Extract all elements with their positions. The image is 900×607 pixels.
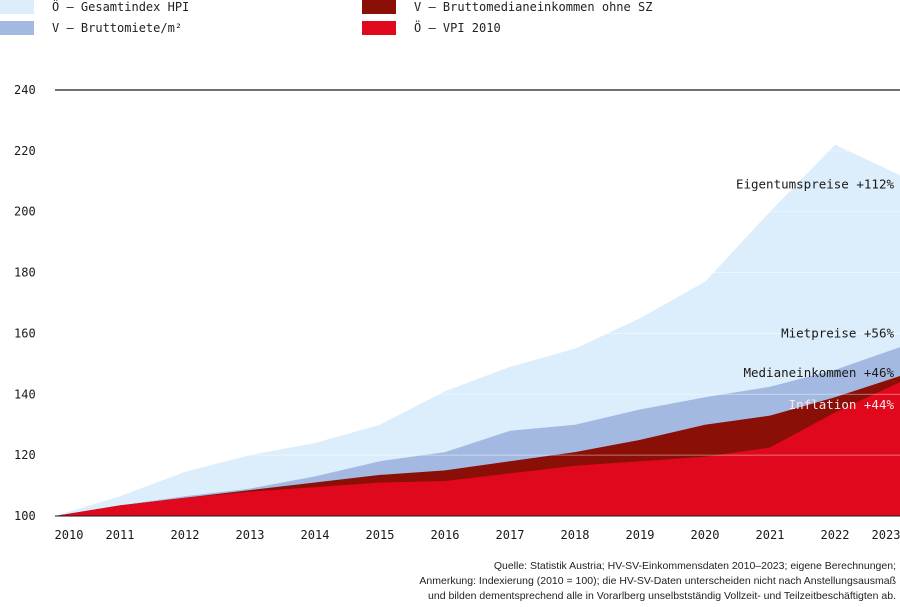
x-tick-label: 2010 [55,528,84,542]
x-tick-label: 2012 [171,528,200,542]
annotation-label: Eigentumspreise +112% [736,176,895,191]
legend-item-rent: V – Bruttomiete/m² [0,21,182,35]
legend-label-hpi: Ö – Gesamtindex HPI [52,0,190,14]
source-line: Quelle: Statistik Austria; HV-SV-Einkomm… [493,560,896,572]
legend-swatch-hpi [0,0,34,14]
note-line-2: und bilden dementsprechend alle in Vorar… [428,590,896,602]
legend-item-vpi: Ö – VPI 2010 [362,21,501,35]
y-tick-label: 120 [14,448,36,462]
note-line-1: Anmerkung: Indexierung (2010 = 100); die… [419,575,896,587]
x-tick-label: 2023 [872,528,900,542]
x-tick-label: 2015 [366,528,395,542]
x-tick-label: 2018 [561,528,590,542]
legend-swatch-rent [0,21,34,35]
y-tick-label: 140 [14,387,36,401]
legend-label-income: V – Bruttomedianeinkommen ohne SZ [414,0,653,14]
x-tick-label: 2022 [821,528,850,542]
area-chart: 100 120 140 160 180 200 220 240 2010 2011 2012 2013… [14,83,900,542]
annotation-label: Inflation +44% [789,397,895,412]
y-tick-label: 200 [14,205,36,219]
y-tick-label: 180 [14,266,36,280]
y-tick-label: 100 [14,509,36,523]
x-tick-label: 2016 [431,528,460,542]
legend-swatch-vpi [362,21,396,35]
x-tick-label: 2013 [236,528,265,542]
x-tick-label: 2021 [756,528,785,542]
x-tick-label: 2019 [626,528,655,542]
x-tick-label: 2020 [691,528,720,542]
source-note: Quelle: Statistik Austria; HV-SV-Einkomm… [419,559,896,604]
y-tick-label: 240 [14,83,36,97]
y-tick-label: 220 [14,144,36,158]
series-area-4 [55,382,900,516]
annotation-label: Mietpreise +56% [781,325,894,340]
legend-item-income: V – Bruttomedianeinkommen ohne SZ [362,0,652,14]
legend-item-hpi: Ö – Gesamtindex HPI [0,0,189,14]
x-tick-label: 2011 [106,528,135,542]
x-tick-label: 2017 [496,528,525,542]
legend-label-vpi: Ö – VPI 2010 [414,21,501,35]
legend-swatch-income [362,0,396,14]
x-tick-label: 2014 [301,528,330,542]
legend-label-rent: V – Bruttomiete/m² [52,21,183,35]
annotation-label: Medianeinkommen +46% [743,365,894,380]
y-tick-label: 160 [14,326,36,340]
